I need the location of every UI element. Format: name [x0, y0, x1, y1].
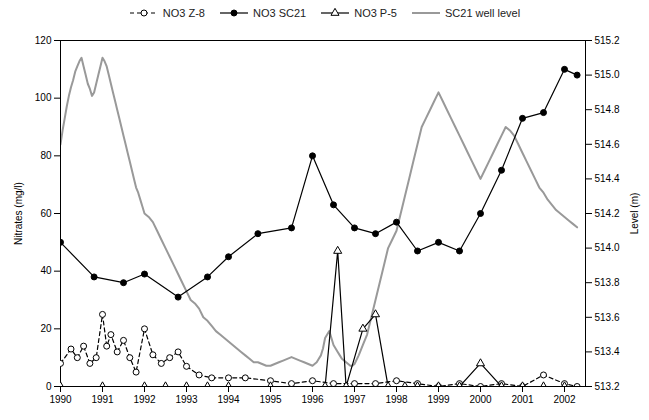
- svg-text:20: 20: [40, 323, 52, 334]
- html-text:NO3 SC21: NO3 SC21: [253, 7, 307, 19]
- svg-text:1999: 1999: [427, 394, 450, 405]
- svg-text:Level (m): Level (m): [629, 193, 640, 235]
- svg-text:1991: 1991: [91, 394, 114, 405]
- html-text:NO3 Z-8: NO3 Z-8: [162, 7, 205, 19]
- svg-text:1994: 1994: [217, 394, 240, 405]
- svg-text:1996: 1996: [301, 394, 324, 405]
- svg-text:515.2: 515.2: [595, 35, 620, 46]
- svg-text:515.0: 515.0: [595, 69, 620, 80]
- svg-text:514.8: 514.8: [595, 104, 620, 115]
- svg-text:120: 120: [35, 35, 52, 46]
- svg-text:40: 40: [40, 265, 52, 276]
- svg-text:60: 60: [40, 208, 52, 219]
- svg-text:513.2: 513.2: [595, 381, 620, 392]
- svg-text:2001: 2001: [511, 394, 534, 405]
- svg-text:1990: 1990: [49, 394, 72, 405]
- svg-text:514.6: 514.6: [595, 139, 620, 150]
- svg-text:80: 80: [40, 150, 52, 161]
- svg-text:513.6: 513.6: [595, 312, 620, 323]
- svg-text:513.4: 513.4: [595, 346, 620, 357]
- svg-text:514.0: 514.0: [595, 242, 620, 253]
- svg-text:1995: 1995: [259, 394, 282, 405]
- html-text:NO3 P-5: NO3 P-5: [354, 7, 397, 19]
- svg-text:1993: 1993: [175, 394, 198, 405]
- svg-text:Nitrates (mg/l): Nitrates (mg/l): [13, 182, 24, 245]
- svg-text:1997: 1997: [343, 394, 366, 405]
- svg-text:2002: 2002: [553, 394, 576, 405]
- html-text:SC21 well level: SC21 well level: [445, 7, 521, 19]
- svg-text:1998: 1998: [385, 394, 408, 405]
- svg-text:1992: 1992: [133, 394, 156, 405]
- svg-text:2000: 2000: [469, 394, 492, 405]
- svg-text:514.2: 514.2: [595, 208, 620, 219]
- svg-text:0: 0: [46, 381, 52, 392]
- svg-text:513.8: 513.8: [595, 277, 620, 288]
- svg-text:100: 100: [35, 92, 52, 103]
- svg-text:514.4: 514.4: [595, 173, 620, 184]
